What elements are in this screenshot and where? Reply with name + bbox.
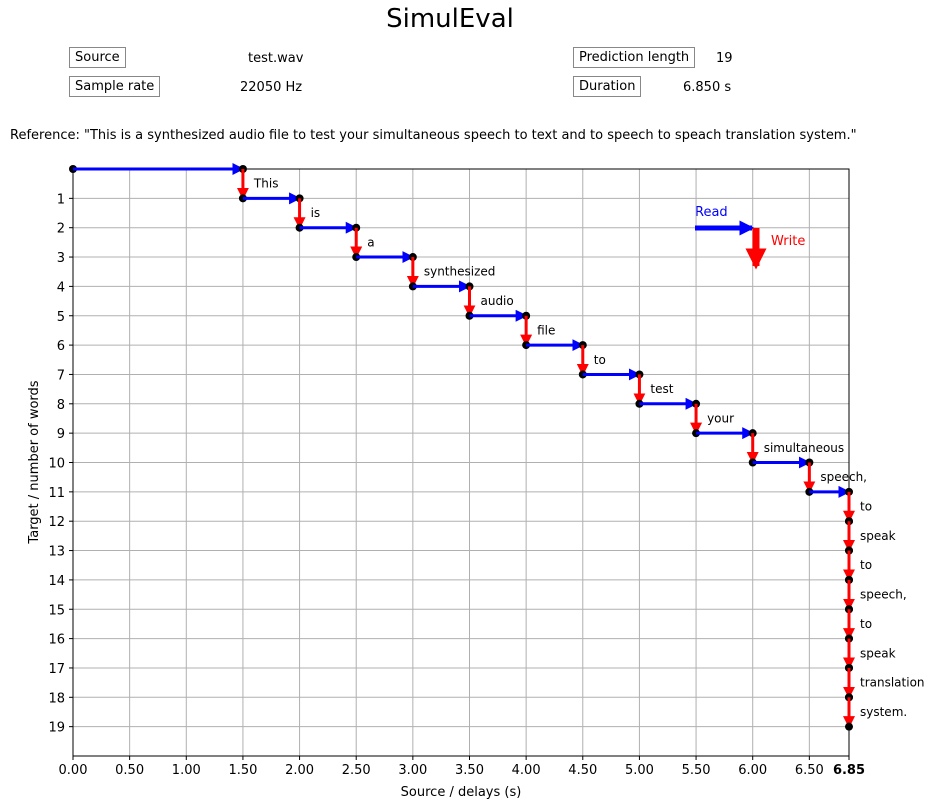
y-tick-label: 18 <box>48 691 65 706</box>
prediction-length-value: 19 <box>716 51 733 66</box>
word-label: translation <box>860 676 925 690</box>
y-tick-label: 12 <box>48 515 65 530</box>
y-tick-label: 8 <box>57 398 65 413</box>
figure-title: SimulEval <box>386 4 514 34</box>
y-tick-label: 1 <box>57 192 65 207</box>
y-tick-label: 14 <box>48 574 65 589</box>
x-tick-label: 1.50 <box>228 763 257 778</box>
x-tick-label: 5.50 <box>682 763 711 778</box>
x-tick-label: 0.50 <box>115 763 144 778</box>
sample-rate-label: Sample rate <box>69 76 161 97</box>
x-tick-label: 3.00 <box>398 763 427 778</box>
word-label: simultaneous <box>764 441 844 455</box>
word-label: a <box>367 235 374 249</box>
y-tick-label: 13 <box>48 545 65 560</box>
x-tick-label: 4.50 <box>568 763 597 778</box>
y-tick-label: 3 <box>57 251 65 266</box>
x-tick-label: 0.00 <box>59 763 88 778</box>
y-tick-label: 6 <box>57 339 65 354</box>
x-tick-label: 6.85 <box>833 763 865 778</box>
word-label: system. <box>860 705 907 719</box>
y-tick-label: 4 <box>57 280 65 295</box>
word-label: This <box>253 177 279 191</box>
source-value: test.wav <box>248 51 304 66</box>
x-tick-label: 6.50 <box>795 763 824 778</box>
x-axis-label: Source / delays (s) <box>401 785 522 800</box>
legend-write-label: Write <box>771 234 805 249</box>
x-tick-label: 2.50 <box>342 763 371 778</box>
x-tick-label: 3.50 <box>455 763 484 778</box>
sample-rate-value: 22050 Hz <box>240 80 303 95</box>
y-tick-label: 10 <box>48 457 65 472</box>
word-label: file <box>537 323 555 337</box>
reference-text: Reference: "This is a synthesized audio … <box>10 128 857 143</box>
legend-read-label: Read <box>695 205 728 220</box>
data-point <box>845 722 853 731</box>
word-label: speech, <box>860 588 907 602</box>
x-tick-label: 4.00 <box>512 763 541 778</box>
prediction-length-label: Prediction length <box>573 47 696 68</box>
word-label: your <box>707 411 734 425</box>
y-tick-label: 9 <box>57 427 65 442</box>
y-tick-label: 7 <box>57 368 65 383</box>
y-tick-label: 16 <box>48 633 65 648</box>
word-label: to <box>860 558 872 572</box>
x-tick-label: 6.00 <box>738 763 767 778</box>
y-axis-label: Target / number of words <box>27 380 42 544</box>
word-label: synthesized <box>424 265 496 279</box>
y-tick-label: 15 <box>48 603 65 618</box>
duration-value: 6.850 s <box>683 80 732 95</box>
x-tick-label: 1.00 <box>172 763 201 778</box>
word-label: to <box>860 617 872 631</box>
plot-frame <box>72 168 850 757</box>
word-label: test <box>650 382 673 396</box>
word-label: speak <box>860 529 896 543</box>
y-tick-label: 5 <box>57 310 65 325</box>
word-label: audio <box>480 294 513 308</box>
duration-label: Duration <box>573 76 642 97</box>
y-tick-label: 2 <box>57 222 65 237</box>
word-label: to <box>594 353 606 367</box>
y-tick-label: 11 <box>48 486 65 501</box>
source-label: Source <box>69 47 126 68</box>
word-label: is <box>311 206 321 220</box>
x-tick-label: 2.00 <box>285 763 314 778</box>
word-label: to <box>860 500 872 514</box>
word-label: speech, <box>820 470 867 484</box>
x-tick-label: 5.00 <box>625 763 654 778</box>
y-tick-label: 17 <box>48 662 65 677</box>
word-label: speak <box>860 646 896 660</box>
y-tick-label: 19 <box>48 721 65 736</box>
